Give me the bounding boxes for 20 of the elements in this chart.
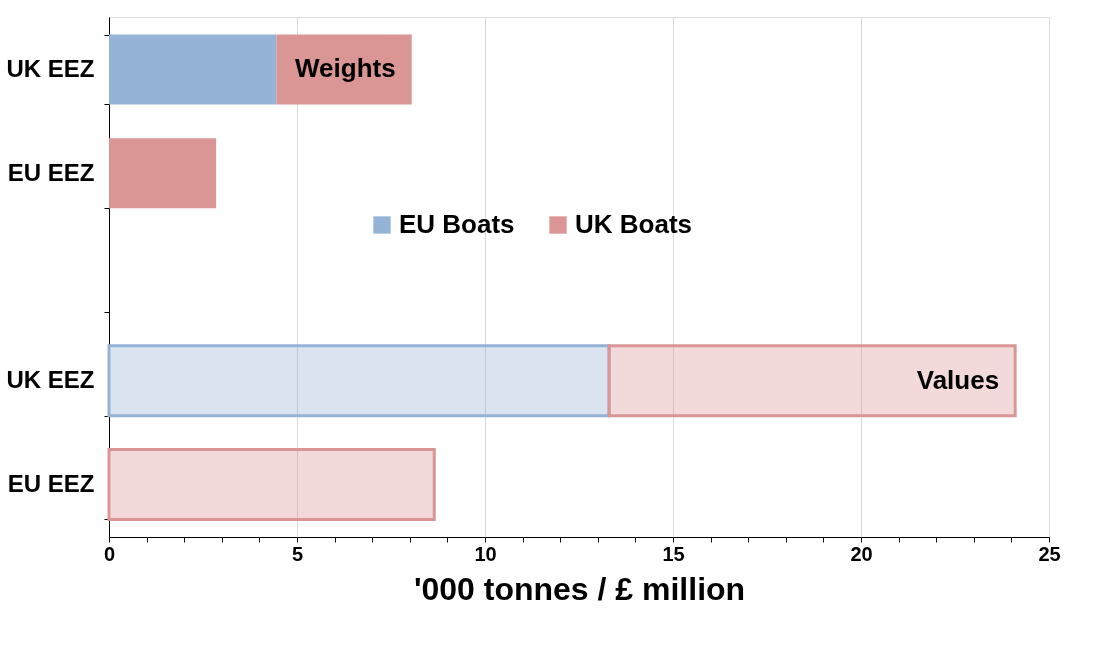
x-tick-label: 10 <box>474 542 497 565</box>
bar <box>607 344 1017 418</box>
y-tick-label: EU EEZ <box>7 470 95 498</box>
bar <box>107 344 611 418</box>
bar <box>107 448 436 522</box>
annotation: Values <box>916 364 1000 395</box>
x-tick-label: 0 <box>103 542 116 565</box>
x-axis-title: '000 tonnes / £ million <box>413 570 746 607</box>
bar <box>109 34 277 105</box>
x-tick-label: 25 <box>1038 542 1061 565</box>
bar <box>109 138 217 209</box>
x-tick-label: 20 <box>850 542 873 565</box>
legend-label: UK Boats <box>575 209 693 239</box>
x-tick-label: 15 <box>662 542 685 565</box>
y-tick-label: UK EEZ <box>6 366 95 394</box>
annotation: Weights <box>295 53 396 84</box>
x-tick-label: 5 <box>291 542 304 565</box>
y-tick-label: EU EEZ <box>7 158 95 186</box>
y-tick-label: UK EEZ <box>6 54 95 82</box>
legend-label: EU Boats <box>399 209 515 239</box>
